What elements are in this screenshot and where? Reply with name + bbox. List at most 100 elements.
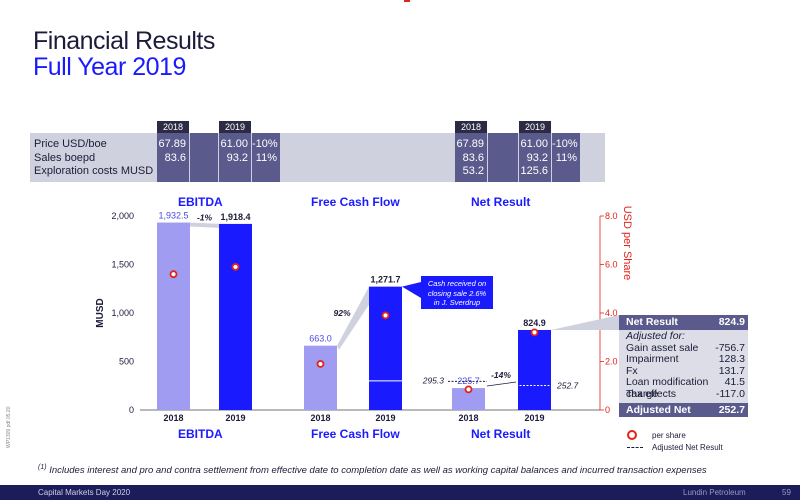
- adjusted-label-2019: 252.7: [556, 380, 579, 390]
- section-foot-fcf: Free Cash Flow: [311, 427, 400, 441]
- per-share-dot: [169, 270, 178, 279]
- footer-page-number: 59: [782, 488, 791, 497]
- info-cell: -10%: [252, 138, 278, 150]
- y-tick-label: 500: [119, 357, 134, 367]
- net-result-pointer: [551, 315, 619, 330]
- callout-line: in J. Sverdrup: [433, 298, 481, 307]
- y2-tick-label: 6.0: [605, 260, 618, 270]
- change-label-net: -14%: [491, 370, 511, 380]
- ebitda-connector: [190, 222, 219, 228]
- year-tag-2019-b: 2019: [519, 121, 551, 133]
- y-axis-title: MUSD: [95, 298, 106, 327]
- adjusted-label-2018: 295.3: [422, 375, 445, 385]
- top-accent-line: [404, 0, 410, 2]
- per-share-dot: [231, 263, 240, 271]
- fcf-connector: [337, 286, 369, 350]
- bar-value-label: 225.7: [457, 376, 480, 386]
- y2-tick-label: 4.0: [605, 308, 618, 318]
- per-share-dot: [464, 385, 473, 394]
- nr-head-row: Net Result 824.9: [619, 315, 748, 330]
- change-label-ebitda: -1%: [197, 213, 213, 223]
- page-subtitle: Full Year 2019: [33, 53, 186, 81]
- info-cell: 11%: [255, 151, 277, 164]
- x-tick-label: 2018: [310, 413, 330, 423]
- per-share-dot: [381, 311, 390, 320]
- section-foot-net: Net Result: [471, 427, 531, 441]
- x-tick-label: 2019: [524, 413, 544, 423]
- y-tick-label: 1,500: [111, 260, 134, 270]
- info-cell: 53.2: [462, 165, 484, 177]
- per-share-dot: [316, 360, 325, 368]
- info-cell: 67.89: [456, 138, 484, 150]
- callout-line: closing sale 2.6%: [427, 288, 487, 298]
- net-change-connector: [486, 381, 517, 387]
- bar-free-cash-flow-2019: [369, 286, 402, 410]
- nr-item-value: -756.7: [715, 341, 745, 354]
- fcf-callout: Cash received on closing sale 2.6% in J.…: [421, 276, 493, 309]
- x-tick-label: 2019: [375, 413, 395, 423]
- x-tick-label: 2019: [225, 413, 245, 423]
- bar-value-label: 663.0: [309, 334, 332, 344]
- bar-ebitda-2018: [157, 222, 190, 410]
- year-tag-2018-b: 2018: [455, 121, 487, 133]
- nr-item-label: Loan modification charge: [626, 376, 709, 400]
- nr-adjusted-value: 252.7: [718, 404, 745, 416]
- footer-bar: Capital Markets Day 2020 Lundin Petroleu…: [0, 485, 800, 500]
- nr-item-row: Tax effects -117.0: [619, 387, 748, 401]
- info-cell: 93.2: [226, 151, 248, 164]
- info-cell: 67.89: [158, 138, 186, 150]
- nr-item-row: Loan modification charge 41.5: [619, 376, 748, 400]
- bar-net-result-2018: [452, 388, 485, 410]
- info-label-sales: Sales boepd: [34, 151, 96, 164]
- bar-value-label: 1,918.4: [220, 212, 250, 222]
- nr-adjusted-row: Adjusted Net Result 252.7: [619, 403, 748, 430]
- y2-tick-label: 8.0: [605, 211, 618, 221]
- info-cell: 83.6: [164, 151, 186, 164]
- info-cell: 125.6: [520, 165, 548, 177]
- y2-tick-label: 2.0: [605, 357, 618, 367]
- info-label-exploration: Exploration costs MUSD: [34, 165, 154, 177]
- bar-value-label: 824.9: [523, 318, 546, 328]
- info-col-change-b: -10% 11%: [552, 133, 580, 182]
- info-cell: 83.6: [462, 151, 484, 164]
- nr-item-value: 131.7: [718, 364, 745, 377]
- nr-adjusted-label: Adjusted Net Result: [626, 404, 691, 430]
- footer-event: Capital Markets Day 2020: [38, 488, 131, 497]
- nr-item-row: Fx 131.7: [619, 364, 748, 378]
- change-label-fcf: 92%: [333, 308, 350, 318]
- info-table-labels: Price USD/boe Sales boepd Exploration co…: [34, 138, 153, 179]
- bar-net-result-2019: [518, 329, 551, 410]
- info-col-gap-a: [190, 133, 218, 182]
- per-share-dot: [530, 328, 539, 337]
- year-tag-2018-a: 2018: [157, 121, 189, 133]
- nr-item-label: Tax effects: [626, 387, 676, 400]
- footer-company: Lundin Petroleum: [683, 488, 746, 497]
- legend-adjusted-label: Adjusted Net Result: [652, 443, 723, 452]
- info-col-2019-b: 61.00 93.2 125.6: [519, 133, 551, 182]
- nr-head-value: 824.9: [718, 316, 745, 328]
- info-col-2018-b: 67.89 83.6 53.2: [455, 133, 487, 182]
- info-col-2018-a: 67.89 83.6: [157, 133, 189, 182]
- nr-head-label: Net Result: [626, 316, 678, 328]
- year-tag-2019-a: 2019: [219, 121, 251, 133]
- nr-item-value: -117.0: [716, 387, 745, 400]
- bar-free-cash-flow-2018: [304, 345, 337, 410]
- bar-value-label: 1,271.7: [370, 275, 400, 285]
- section-foot-ebitda: EBITDA: [178, 427, 223, 441]
- info-cell: 11%: [555, 151, 577, 164]
- footnote-marker: (1): [38, 464, 47, 471]
- bar-ebitda-2019: [219, 223, 252, 410]
- info-col-2019-a: 61.00 93.2: [219, 133, 251, 182]
- y2-axis-title: USD per Share: [621, 206, 633, 281]
- side-document-code: WP1309 pdf 05.20: [6, 406, 12, 448]
- legend-adjusted-icon: [627, 447, 643, 448]
- nr-adjusted-for-label: Adjusted for:: [626, 330, 685, 342]
- y-tick-label: 0: [129, 405, 134, 415]
- nr-item-row: Impairment 128.3: [619, 353, 748, 366]
- section-head-net: Net Result: [471, 195, 531, 209]
- nr-item-label: Fx: [626, 364, 638, 377]
- info-cell: 93.2: [526, 151, 548, 164]
- section-head-ebitda: EBITDA: [178, 195, 223, 209]
- nr-item-row: Gain asset sale -756.7: [619, 341, 748, 355]
